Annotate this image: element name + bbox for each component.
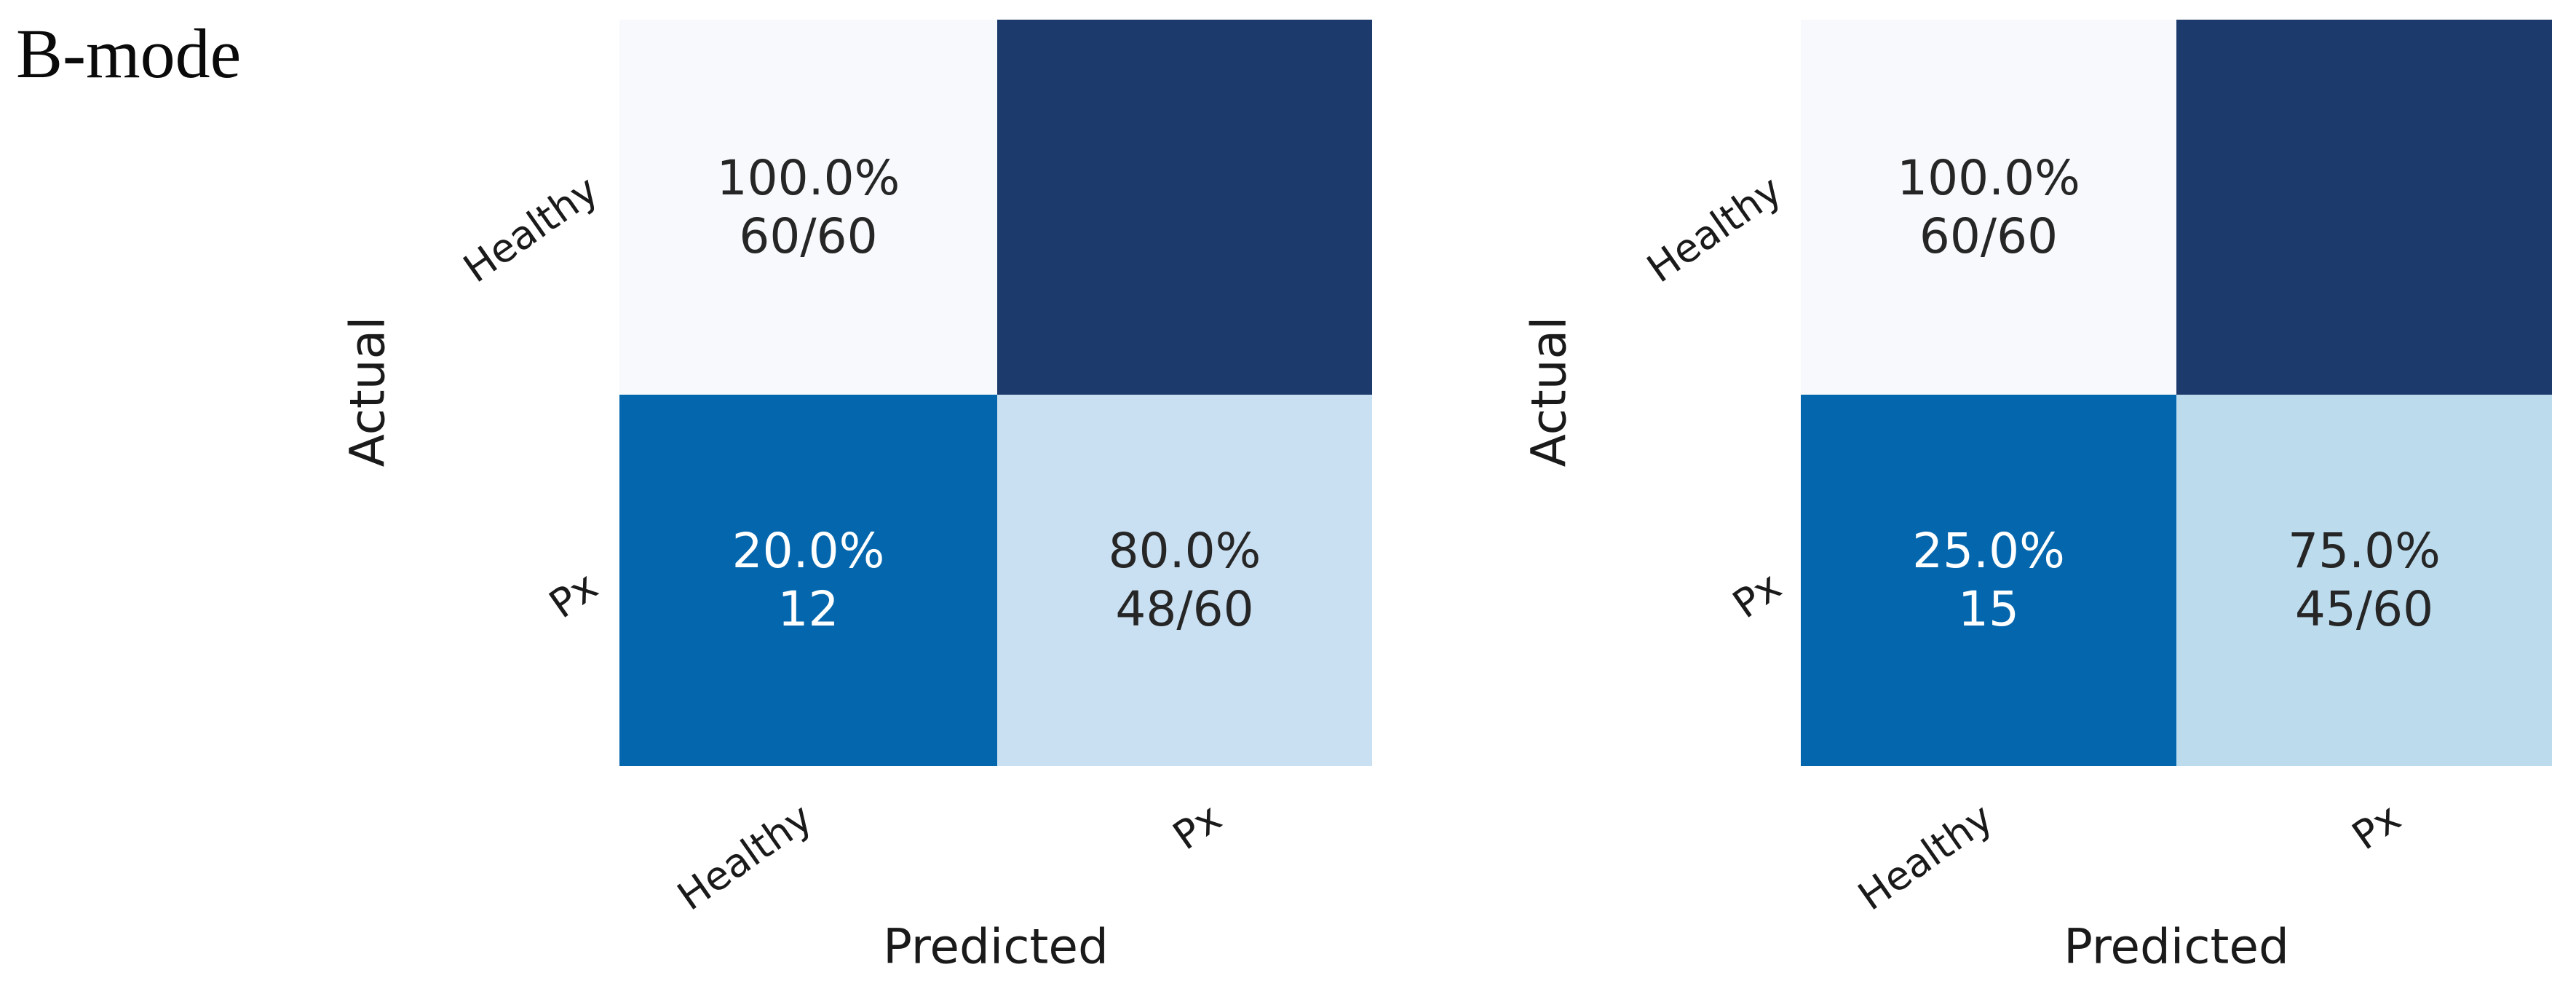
cell-healthy-healthy: 100.0% 60/60 xyxy=(1801,20,2176,395)
cell-count: 12 xyxy=(777,581,839,637)
confusion-matrix-left: 100.0% 60/60 20.0% 12 80.0% 48/60 Health… xyxy=(340,20,1372,975)
ytick-healthy: Healthy xyxy=(455,166,606,292)
xtick-healthy: Healthy xyxy=(669,794,820,920)
ytick-px: Px xyxy=(1724,562,1790,628)
confusion-matrix-right: 100.0% 60/60 25.0% 15 75.0% 45/60 Health… xyxy=(1521,20,2552,975)
cell-healthy-px xyxy=(2176,20,2552,395)
cell-px-healthy: 25.0% 15 xyxy=(1801,395,2176,766)
x-axis-label: Predicted xyxy=(883,918,1109,975)
xtick-px: Px xyxy=(1165,794,1230,859)
cell-percent: 25.0% xyxy=(1912,523,2065,579)
y-axis-label: Actual xyxy=(1521,316,1577,468)
cell-percent: 20.0% xyxy=(732,523,885,579)
cell-count: 60/60 xyxy=(1919,208,2058,264)
x-axis-label: Predicted xyxy=(2064,918,2289,975)
cell-px-px: 80.0% 48/60 xyxy=(997,395,1372,766)
figure-title: B-mode xyxy=(16,15,242,92)
cell-percent: 100.0% xyxy=(1897,149,2080,206)
cell-percent: 100.0% xyxy=(716,149,900,206)
cell-px-healthy: 20.0% 12 xyxy=(619,395,997,766)
y-axis-label: Actual xyxy=(339,316,396,468)
ytick-px: Px xyxy=(541,562,606,628)
cell-healthy-healthy: 100.0% 60/60 xyxy=(619,20,997,395)
xtick-px: Px xyxy=(2344,794,2409,859)
cell-count: 60/60 xyxy=(739,208,878,264)
xtick-healthy: Healthy xyxy=(1850,794,2001,920)
cell-px-px: 75.0% 45/60 xyxy=(2176,395,2552,766)
cell-count: 15 xyxy=(1958,581,2019,637)
cell-healthy-px xyxy=(997,20,1372,395)
cell-percent: 75.0% xyxy=(2288,523,2441,579)
cell-count: 48/60 xyxy=(1115,581,1254,637)
cell-count: 45/60 xyxy=(2294,581,2434,637)
ytick-healthy: Healthy xyxy=(1638,166,1790,292)
cell-percent: 80.0% xyxy=(1108,523,1261,579)
